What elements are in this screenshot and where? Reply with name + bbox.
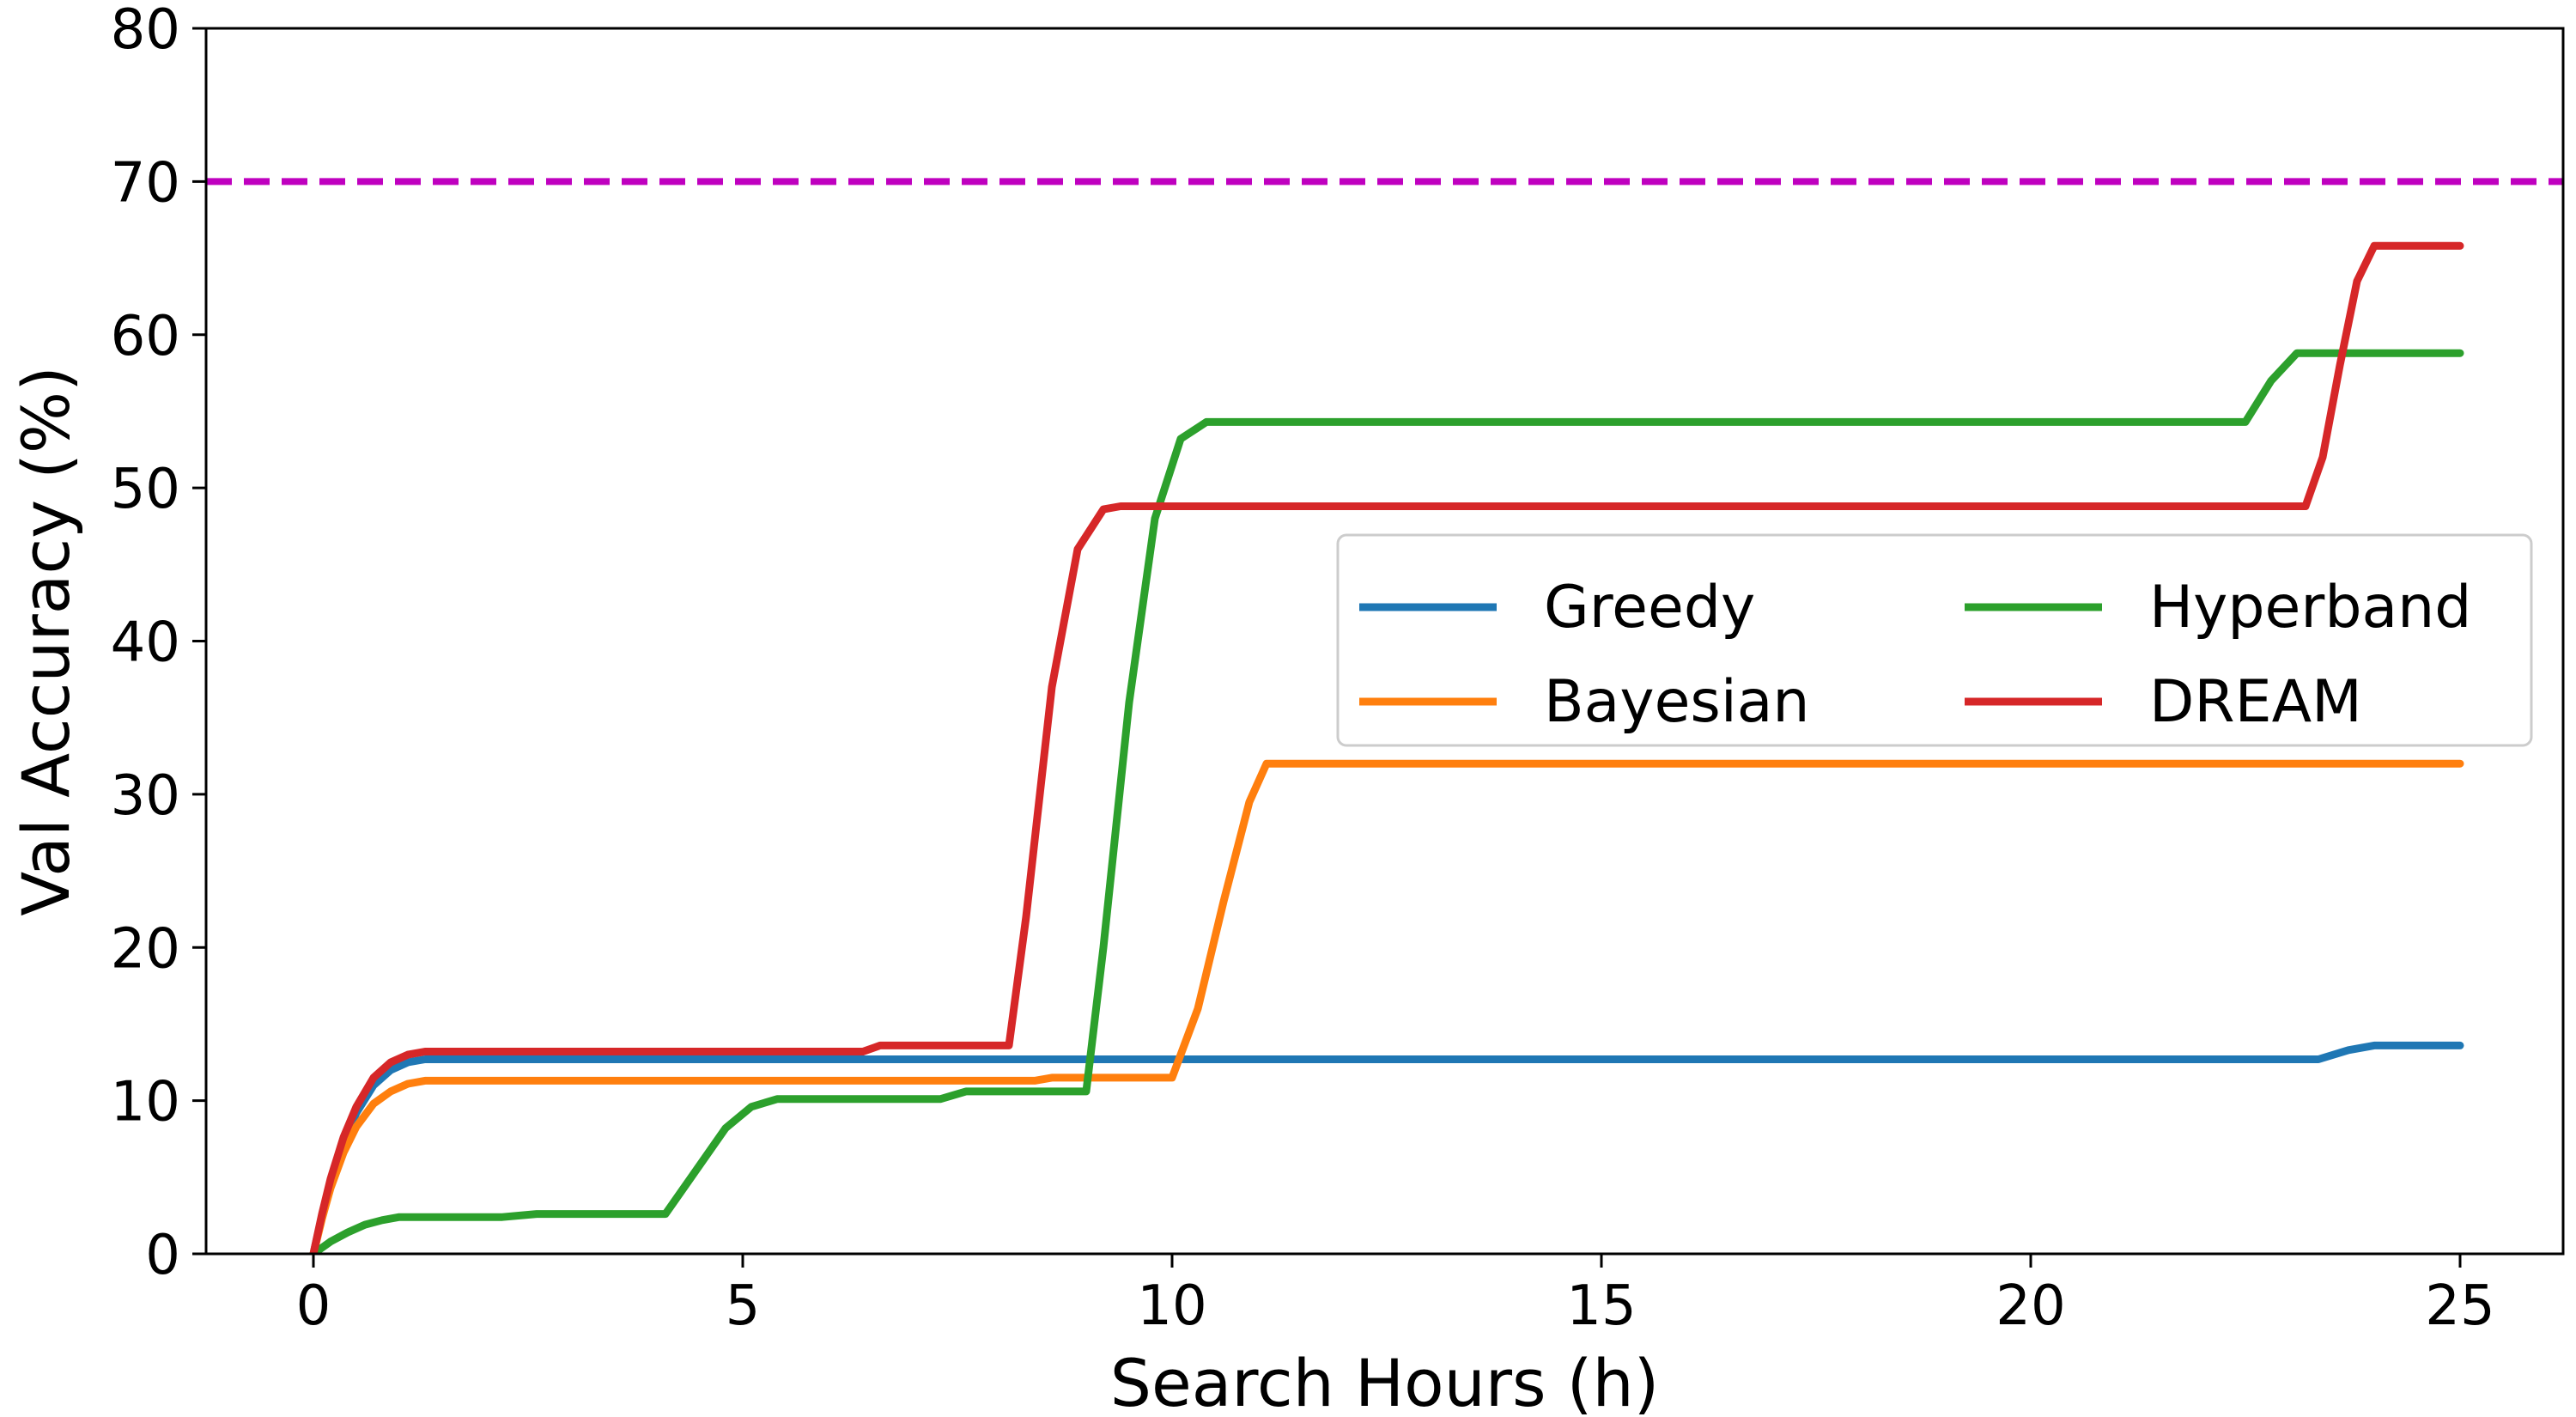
y-tick-label: 40 [111, 611, 180, 675]
legend-box [1336, 533, 2533, 747]
legend-label-hyperband: Hyperband [2149, 574, 2471, 642]
x-tick-label: 0 [296, 1274, 331, 1338]
x-tick-label: 20 [1996, 1274, 2065, 1338]
x-tick-label: 10 [1137, 1274, 1206, 1338]
y-tick-label: 50 [111, 458, 180, 521]
series-line-hyperband [309, 349, 2464, 1254]
legend: Greedy Bayesian Hyperband DREAM [1336, 533, 2533, 747]
y-tick-label: 20 [111, 917, 180, 981]
legend-label-bayesian: Bayesian [1544, 668, 1810, 736]
legend-label-dream: DREAM [2149, 668, 2362, 736]
y-tick-label: 60 [111, 305, 180, 368]
series-line-bayesian [309, 759, 2464, 1254]
legend-label-greedy: Greedy [1544, 574, 1755, 642]
y-axis-label: Val Accuracy (%) [8, 366, 84, 916]
series-line-greedy [309, 1041, 2464, 1254]
series-line-dream [309, 241, 2464, 1254]
y-tick-label: 30 [111, 764, 180, 828]
y-tick-label: 0 [145, 1224, 180, 1287]
plot-area [206, 178, 2563, 1254]
y-tick-label: 70 [111, 151, 180, 215]
y-tick-label: 10 [111, 1071, 180, 1134]
y-tick-label: 80 [111, 0, 180, 62]
x-axis-label: Search Hours (h) [1110, 1345, 1660, 1417]
x-tick-label: 25 [2425, 1274, 2494, 1338]
axes: 0 5 10 15 20 25 0 10 20 30 40 50 60 70 80 [111, 0, 2565, 1338]
x-tick-label: 5 [726, 1274, 761, 1338]
x-tick-label: 15 [1566, 1274, 1636, 1338]
